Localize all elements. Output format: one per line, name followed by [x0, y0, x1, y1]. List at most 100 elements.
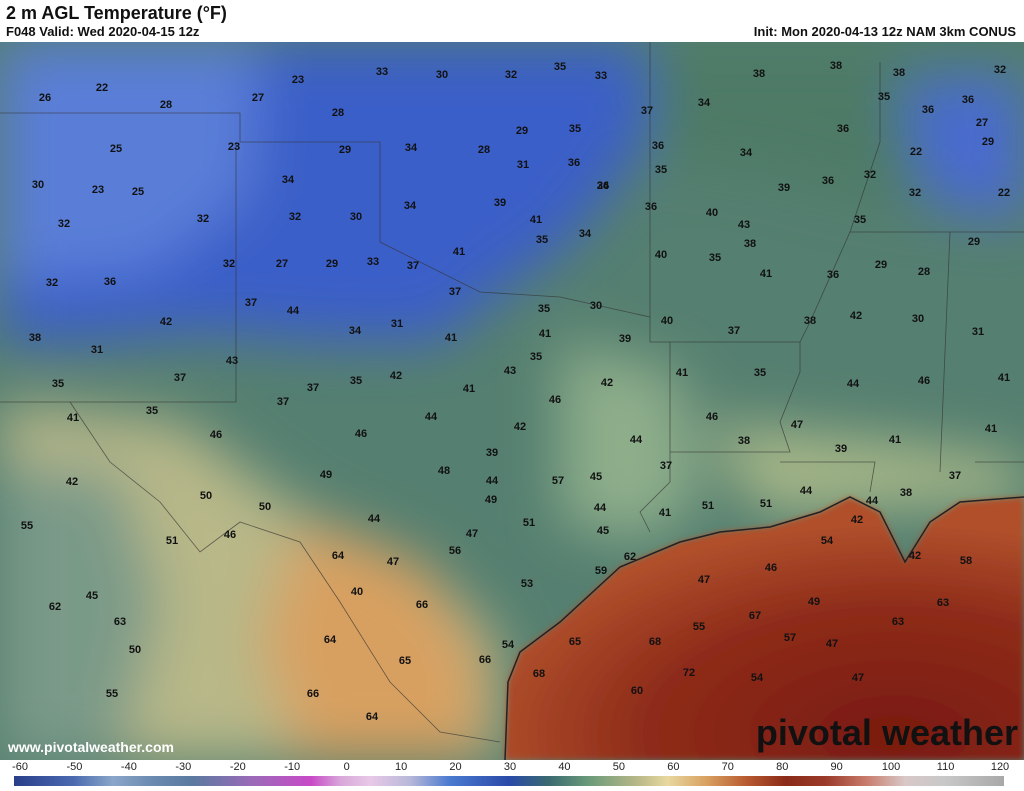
temperature-label: 46 [210, 429, 222, 441]
temperature-label: 44 [800, 485, 813, 497]
temperature-label: 37 [949, 470, 961, 482]
colorbar-tick-label: 110 [936, 761, 955, 773]
temperature-label: 37 [277, 396, 289, 408]
temperature-label: 38 [753, 68, 765, 80]
colorbar-tick-label: 80 [776, 761, 789, 773]
temperature-label: 41 [445, 332, 457, 344]
temperature-label: 32 [197, 213, 209, 225]
temperature-label: 33 [595, 70, 607, 82]
temperature-label: 43 [738, 219, 750, 231]
temperature-label: 41 [463, 383, 475, 395]
temperature-label: 37 [407, 260, 419, 272]
temperature-label: 33 [376, 66, 388, 78]
colorbar-tick-label: -10 [284, 761, 301, 773]
temperature-label: 37 [641, 105, 653, 117]
temperature-label: 36 [922, 104, 934, 116]
temperature-label: 25 [132, 186, 144, 198]
temperature-label: 68 [533, 668, 545, 680]
colorbar-tick-label: 10 [394, 761, 408, 773]
temperature-label: 36 [827, 269, 839, 281]
temperature-label: 44 [425, 411, 438, 423]
temperature-label: 37 [174, 372, 186, 384]
temperature-label: 41 [676, 367, 688, 379]
temperature-label: 36 [645, 201, 657, 213]
temperature-label: 42 [850, 310, 862, 322]
temperature-label: 47 [698, 574, 710, 586]
temperature-label: 30 [32, 179, 44, 191]
temperature-label: 39 [486, 447, 498, 459]
temperature-label: 36 [822, 175, 834, 187]
temperature-label: 63 [114, 616, 126, 628]
temperature-label: 39 [619, 333, 631, 345]
colorbar-tick-label: 120 [990, 761, 1010, 773]
valid-time: F048 Valid: Wed 2020-04-15 12z [6, 24, 200, 39]
temperature-label: 28 [918, 266, 930, 278]
temperature-label: 30 [912, 313, 924, 325]
temperature-label: 40 [706, 207, 718, 219]
temperature-label: 66 [307, 688, 319, 700]
temperature-label: 51 [523, 517, 535, 529]
temperature-label: 31 [517, 159, 529, 171]
temperature-label: 35 [854, 214, 866, 226]
temperature-label: 42 [160, 316, 172, 328]
temperature-label: 41 [530, 214, 542, 226]
temperature-label: 28 [160, 99, 172, 111]
temperature-label: 35 [655, 164, 667, 176]
temperature-label: 34 [282, 174, 295, 186]
temperature-label: 44 [847, 378, 860, 390]
temperature-label: 36 [962, 94, 974, 106]
temperature-label: 54 [821, 535, 834, 547]
temperature-label: 44 [486, 475, 499, 487]
temperature-label: 37 [245, 297, 257, 309]
temperature-label: 51 [702, 500, 714, 512]
temperature-label: 28 [478, 144, 490, 156]
temperature-label: 28 [332, 107, 344, 119]
temperature-label: 51 [760, 498, 772, 510]
temperature-label: 45 [86, 590, 98, 602]
temperature-label: 29 [968, 236, 980, 248]
colorbar-tick-label: 100 [881, 761, 901, 773]
temperature-label: 46 [765, 562, 777, 574]
temperature-label: 23 [292, 74, 304, 86]
temperature-label: 38 [738, 435, 750, 447]
temperature-label: 48 [438, 465, 450, 477]
temperature-label: 32 [909, 187, 921, 199]
temperature-label: 35 [709, 252, 721, 264]
temperature-label: 38 [744, 238, 756, 250]
temperature-label: 46 [224, 529, 236, 541]
temperature-label: 41 [539, 328, 551, 340]
temperature-label: 34 [740, 147, 753, 159]
temperature-label: 38 [893, 67, 905, 79]
temperature-label: 43 [504, 365, 516, 377]
colorbar-gradient [14, 776, 1004, 786]
temperature-label: 32 [58, 218, 70, 230]
temperature-label: 58 [960, 555, 972, 567]
temperature-label: 38 [804, 315, 816, 327]
temperature-label: 34 [404, 200, 417, 212]
colorbar-tick-label: 50 [612, 761, 625, 773]
colorbar-tick-label: 70 [721, 761, 734, 773]
temperature-label: 32 [46, 277, 58, 289]
temperature-label: 35 [754, 367, 766, 379]
temperature-label: 46 [918, 375, 930, 387]
temperature-label: 39 [835, 443, 847, 455]
temperature-label: 32 [864, 169, 876, 181]
temperature-label: 35 [536, 234, 548, 246]
colorbar-tick-label: 30 [503, 761, 517, 773]
logo: pivotal weather [756, 712, 1018, 753]
temperature-label: 35 [530, 351, 542, 363]
colorbar-tick-label: -40 [120, 761, 137, 773]
temperature-label: 47 [791, 419, 803, 431]
temperature-label: 34 [405, 142, 418, 154]
colorbar-tick-label: 90 [830, 761, 843, 773]
temperature-label: 54 [502, 639, 515, 651]
temperature-label: 64 [366, 711, 379, 723]
temperature-label: 57 [552, 475, 564, 487]
temperature-label: 39 [778, 182, 790, 194]
temperature-label: 49 [485, 494, 497, 506]
temperature-label: 34 [349, 325, 362, 337]
temperature-label: 27 [976, 117, 988, 129]
title: 2 m AGL Temperature (°F) [6, 3, 227, 23]
temperature-label: 29 [875, 259, 887, 271]
